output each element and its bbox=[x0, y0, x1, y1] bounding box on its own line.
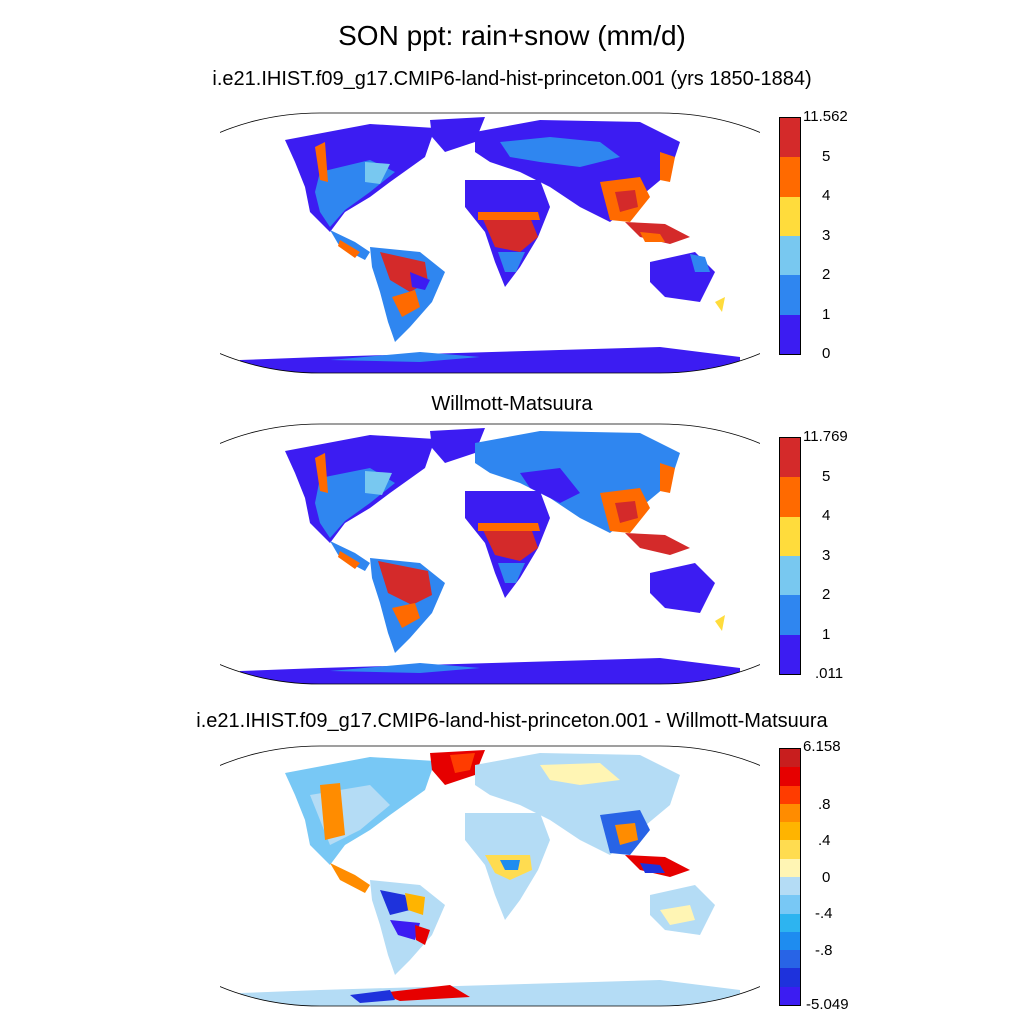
panel-title-model: i.e21.IHIST.f09_g17.CMIP6-land-hist-prin… bbox=[212, 68, 812, 90]
colorbar-obs-min: .011 bbox=[815, 665, 844, 682]
colorbar-segment bbox=[780, 913, 800, 932]
colorbar-segment bbox=[780, 931, 800, 951]
figure-title: SON ppt: rain+snow (mm/d) bbox=[338, 20, 686, 51]
colorbar-diff-tick: .4 bbox=[818, 832, 831, 849]
colorbar-model-tick: 4 bbox=[822, 187, 831, 204]
colorbar-segment bbox=[780, 876, 800, 896]
colorbar-diff-min: -5.049 bbox=[806, 996, 849, 1013]
colorbar-obs-tick: 1 bbox=[822, 626, 831, 643]
colorbar-diff-max: 6.158 bbox=[803, 738, 841, 755]
colorbar-obs bbox=[779, 437, 801, 675]
colorbar-model-max: 11.562 bbox=[803, 108, 848, 125]
panel-title-obs: Willmott-Matsuura bbox=[431, 393, 593, 415]
colorbar-obs-tick: 4 bbox=[822, 507, 831, 524]
map-obs bbox=[220, 423, 760, 685]
colorbar-model-tick: 5 bbox=[822, 148, 831, 165]
colorbar-segment bbox=[780, 803, 800, 823]
colorbar-obs-tick: 2 bbox=[822, 586, 831, 603]
colorbar-segment bbox=[780, 986, 800, 1005]
greenland bbox=[430, 117, 485, 152]
colorbar-obs-max: 11.769 bbox=[803, 428, 848, 445]
colorbar-model-tick: 2 bbox=[822, 266, 831, 283]
colorbar-model-tick: 3 bbox=[822, 227, 831, 244]
colorbar-diff bbox=[779, 748, 801, 1006]
colorbar-segment bbox=[780, 950, 800, 969]
colorbar-diff-tick: 0 bbox=[822, 869, 831, 886]
map-model bbox=[220, 112, 760, 374]
colorbar-diff-tick: -.8 bbox=[815, 942, 833, 959]
colorbar-segment bbox=[780, 749, 800, 768]
panel-title-diff: i.e21.IHIST.f09_g17.CMIP6-land-hist-prin… bbox=[196, 710, 828, 732]
colorbar-obs-tick: 5 bbox=[822, 468, 831, 485]
colorbar-segment bbox=[780, 767, 800, 786]
colorbar-segment bbox=[780, 895, 800, 914]
map-diff bbox=[220, 745, 760, 1007]
colorbar-obs-tick: 3 bbox=[822, 547, 831, 564]
colorbar-segment bbox=[780, 785, 800, 804]
antarctica bbox=[240, 347, 740, 373]
colorbar-segment bbox=[780, 858, 800, 877]
colorbar-model bbox=[779, 117, 801, 355]
colorbar-diff-tick: .8 bbox=[818, 796, 831, 813]
colorbar-model-min: 0 bbox=[822, 345, 831, 362]
colorbar-model-tick: 1 bbox=[822, 306, 831, 323]
colorbar-segment bbox=[780, 968, 800, 987]
colorbar-diff-tick: -.4 bbox=[815, 905, 833, 922]
colorbar-segment bbox=[780, 822, 800, 841]
colorbar-segment bbox=[780, 840, 800, 859]
